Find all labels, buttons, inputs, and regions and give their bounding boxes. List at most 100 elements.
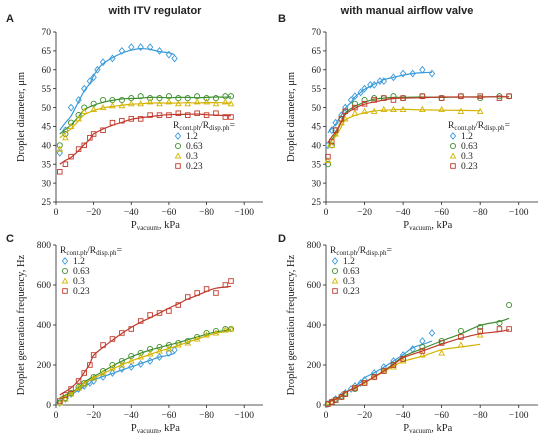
- data-point: [175, 110, 182, 116]
- data-point: [62, 395, 69, 402]
- data-point: [399, 69, 407, 78]
- data-point: [418, 351, 426, 358]
- data-point: [342, 108, 349, 115]
- y-tick-label: 35: [42, 160, 52, 170]
- data-point: [75, 115, 82, 122]
- data-point: [390, 105, 397, 112]
- data-point: [68, 389, 75, 397]
- fit-curve: [59, 330, 232, 400]
- x-tick-label: −100: [234, 411, 254, 421]
- data-point: [227, 93, 235, 100]
- legend-marker: [449, 152, 457, 159]
- data-point: [457, 341, 465, 348]
- y-axis-label: Droplet diameter, μm: [286, 72, 297, 162]
- y-tick-label: 70: [312, 28, 322, 38]
- fit-curve: [59, 329, 232, 399]
- data-point: [213, 290, 219, 296]
- x-tick-label: −80: [199, 208, 214, 218]
- legend-marker: [174, 152, 182, 159]
- fit-curve: [327, 329, 510, 403]
- data-point: [127, 357, 135, 364]
- legend-title: Rcont.ph/Rdisp.ph=: [330, 246, 392, 257]
- data-point: [409, 69, 416, 78]
- data-point: [399, 357, 407, 364]
- data-point: [361, 101, 368, 107]
- data-point: [99, 96, 107, 104]
- data-point: [119, 330, 125, 336]
- legend-entry: 1.2: [186, 132, 198, 142]
- chart-panel-c: C 0 200 400 600 800 0 −20 −40 −60 −80 −100 Pvacuum, …: [6, 233, 263, 435]
- data-point: [90, 73, 97, 82]
- series-0_23: [325, 93, 512, 160]
- legend-entry: 0.3: [343, 277, 355, 287]
- data-point: [165, 349, 173, 357]
- data-point: [419, 348, 426, 354]
- legend-entry: 1.2: [73, 257, 85, 267]
- y-tick-label: 35: [312, 160, 322, 170]
- legend-entry: 0.63: [186, 142, 203, 152]
- legend-marker: [175, 163, 181, 169]
- data-point: [165, 341, 172, 349]
- legend-title: Rcont.ph/Rdisp.ph=: [60, 246, 122, 257]
- data-point: [193, 98, 201, 105]
- data-point: [438, 340, 445, 346]
- data-point: [324, 161, 331, 168]
- data-point: [137, 353, 145, 360]
- data-point: [361, 84, 368, 93]
- data-point: [342, 391, 349, 397]
- data-point: [56, 399, 63, 407]
- data-point: [496, 95, 503, 101]
- x-axis-label: Pvacuum, kPa: [131, 220, 180, 232]
- data-point: [56, 145, 64, 152]
- data-point: [212, 329, 220, 336]
- x-tick-label: −20: [86, 208, 101, 218]
- data-point: [371, 97, 377, 103]
- data-point: [184, 112, 191, 118]
- data-point: [127, 100, 135, 107]
- y-tick-label: 200: [307, 361, 322, 371]
- data-point: [81, 142, 87, 149]
- data-point: [81, 104, 88, 111]
- legend-marker: [61, 257, 69, 265]
- data-point: [457, 93, 464, 100]
- data-point: [109, 361, 116, 369]
- data-point: [222, 282, 229, 288]
- data-point: [338, 116, 345, 122]
- data-point: [458, 334, 464, 340]
- data-point: [171, 346, 178, 354]
- legend-marker: [61, 277, 69, 284]
- legend-marker: [61, 267, 69, 275]
- data-point: [99, 369, 107, 376]
- chart-panel-b: B 25 30 35 40 45 50 55 60 65 70 0 −20 −40 −60 −80 −100 Pv…: [278, 13, 538, 232]
- data-point: [128, 116, 135, 122]
- legend-entry: 0.23: [186, 162, 203, 172]
- data-point: [400, 356, 406, 362]
- data-point: [228, 278, 234, 284]
- data-point: [506, 93, 512, 99]
- data-point: [381, 368, 387, 374]
- data-point: [62, 130, 69, 138]
- data-point: [419, 343, 426, 351]
- data-point: [338, 394, 345, 400]
- data-point: [156, 46, 163, 55]
- panel-label-c: C: [6, 233, 14, 245]
- legend-entry: 0.23: [461, 162, 478, 172]
- y-tick-label: 55: [312, 85, 322, 95]
- data-point: [156, 100, 163, 107]
- data-point: [62, 392, 69, 398]
- data-point: [94, 65, 101, 74]
- data-point: [146, 350, 154, 357]
- fit-curve: [327, 96, 510, 144]
- data-point: [62, 161, 69, 167]
- data-point: [100, 127, 106, 133]
- series-0_3: [324, 105, 484, 163]
- data-point: [184, 339, 192, 346]
- x-tick-label: −80: [473, 208, 488, 218]
- legend-marker: [174, 142, 182, 150]
- data-point: [222, 114, 229, 120]
- legend-entry: 0.23: [343, 287, 360, 297]
- data-point: [325, 153, 331, 160]
- y-tick-label: 65: [42, 47, 52, 57]
- data-point: [56, 399, 64, 406]
- series-0_23: [57, 278, 234, 404]
